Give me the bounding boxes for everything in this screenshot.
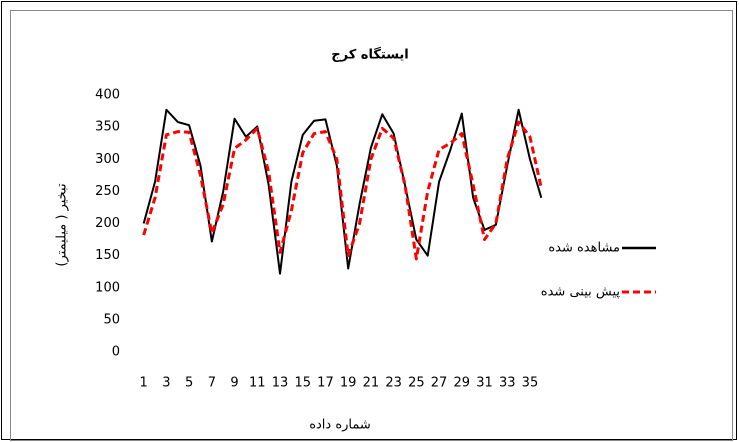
plot-frame [10,10,733,441]
y-tick-label: 350 [95,120,120,135]
x-tick-label: 21 [363,376,380,391]
chart-title: ایستگاه کرج [331,47,409,63]
x-tick-label: 19 [340,376,357,391]
y-tick-label: 300 [95,152,120,167]
x-tick-label: 17 [317,376,334,391]
x-tick-label: 11 [249,376,266,391]
series-line [142,120,543,261]
x-tick-label: 33 [499,376,516,391]
x-tick-label: 35 [522,376,539,391]
y-tick-label: 100 [95,280,120,295]
x-tick-label: 1 [140,376,148,391]
x-tick-label: 27 [431,376,448,391]
x-tick-label: 13 [272,376,289,391]
x-tick-label: 7 [208,376,216,391]
y-tick-label: 0 [112,345,120,360]
x-tick-label: 5 [185,376,193,391]
x-tick-label: 15 [294,376,311,391]
x-tick-label: 31 [476,376,493,391]
x-tick-label: 3 [162,376,170,391]
y-tick-label: 200 [95,216,120,231]
legend-label: پیش بینی شده [541,285,621,300]
y-tick-label: 400 [95,88,120,103]
x-tick-label: 29 [454,376,471,391]
y-axis-label: تبخیر ( میلیمتر) [55,183,70,267]
x-tick-label: 9 [230,376,238,391]
x-tick-label: 25 [408,376,425,391]
legend-label: مشاهده شده [548,241,620,256]
x-axis-label: شماره داده [309,418,371,433]
y-tick-label: 50 [103,312,120,327]
y-tick-label: 250 [95,184,120,199]
x-tick-label: 23 [385,376,402,391]
y-tick-label: 150 [95,248,120,263]
